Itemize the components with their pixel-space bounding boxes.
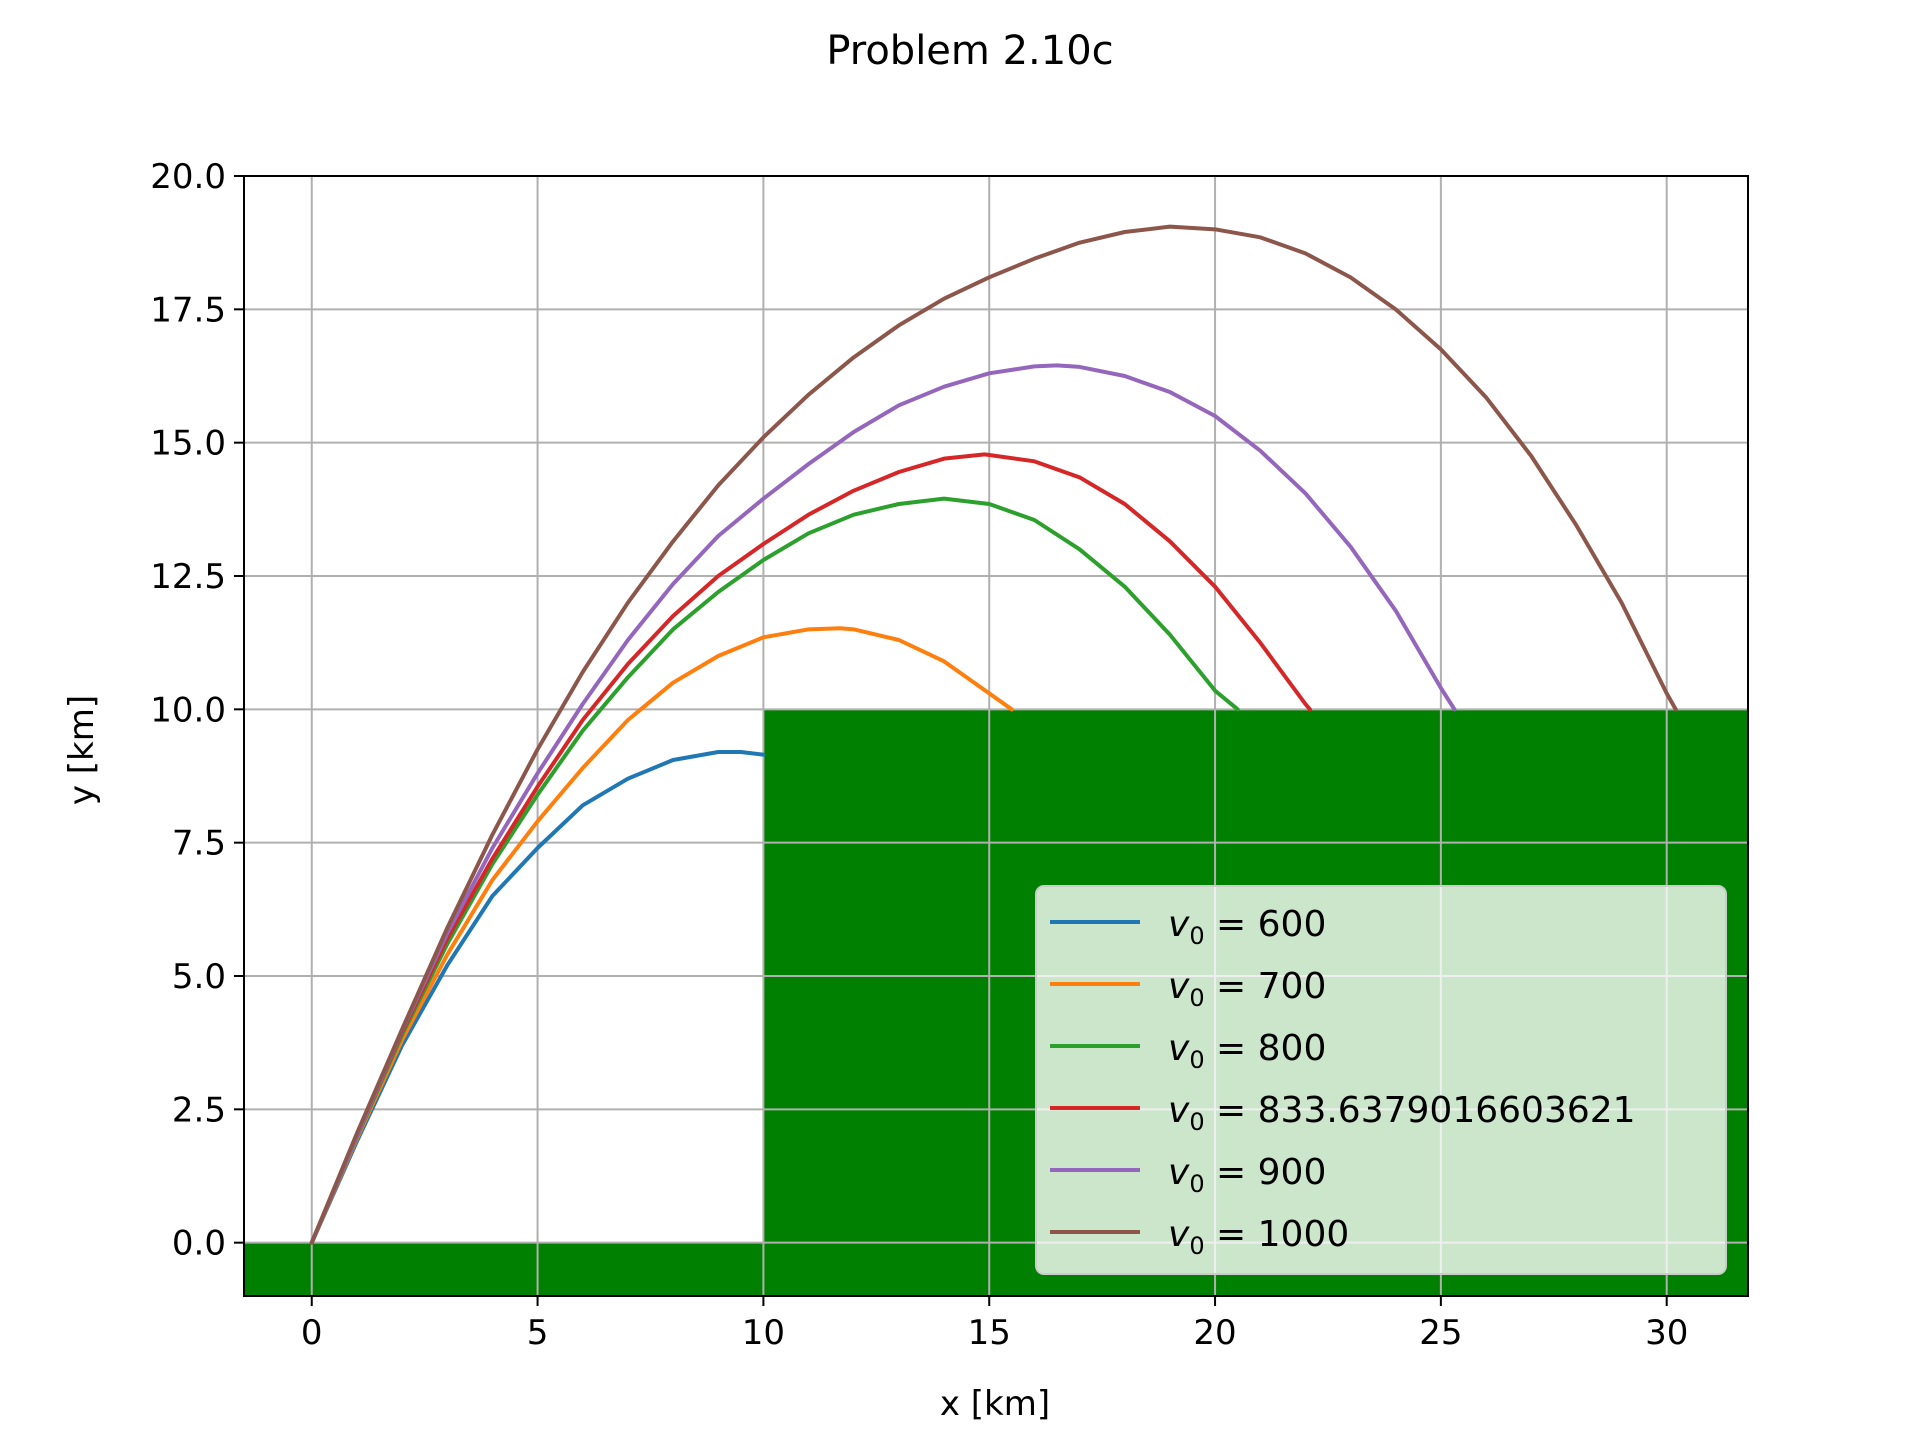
x-tick-label: 20 bbox=[1193, 1313, 1236, 1353]
y-tick-label: 20.0 bbox=[150, 157, 226, 197]
plot-area: 0 5 10 15 20 25 30 0.0 2.5 5.0 7.5 10.0 12.5 15.0 17.5… bbox=[150, 157, 1749, 1353]
x-tick-label: 0 bbox=[301, 1313, 323, 1353]
series-line-2 bbox=[309, 626, 1014, 1245]
legend-entry-1: v0 = 600 bbox=[1168, 904, 1326, 950]
y-tick-label: 5.0 bbox=[172, 957, 226, 997]
series-line-6 bbox=[309, 224, 1678, 1245]
y-tick-label: 12.5 bbox=[150, 557, 226, 597]
legend-entry-2: v0 = 700 bbox=[1168, 966, 1326, 1012]
legend-box bbox=[1035, 885, 1727, 1275]
x-tick-label: 25 bbox=[1419, 1313, 1462, 1353]
x-tick-label: 30 bbox=[1645, 1313, 1688, 1353]
x-tick-label: 5 bbox=[527, 1313, 549, 1353]
legend: v0 = 600 v0 = 700 v0 = 800 v0 = 833.6379016… bbox=[1035, 885, 1727, 1275]
chart-title: Problem 2.10c bbox=[826, 28, 1113, 74]
terrain-region-1 bbox=[244, 1242, 764, 1296]
legend-entry-3: v0 = 800 bbox=[1168, 1028, 1326, 1074]
x-axis-label: x [km] bbox=[940, 1384, 1050, 1424]
y-tick-label: 7.5 bbox=[172, 824, 226, 864]
legend-entry-6: v0 = 1000 bbox=[1168, 1214, 1349, 1260]
series-line-4 bbox=[309, 452, 1312, 1245]
legend-entry-4: v0 = 833.6379016603621 bbox=[1168, 1090, 1636, 1136]
y-tick-label: 0.0 bbox=[172, 1224, 226, 1264]
series-line-1 bbox=[309, 750, 766, 1245]
series-line-3 bbox=[309, 496, 1240, 1245]
series-lines bbox=[309, 224, 1678, 1245]
legend-entry-5: v0 = 900 bbox=[1168, 1152, 1326, 1198]
y-tick-label: 2.5 bbox=[172, 1090, 226, 1130]
x-tick-label: 10 bbox=[742, 1313, 785, 1353]
series-line-5 bbox=[309, 363, 1457, 1245]
x-tick-label: 15 bbox=[968, 1313, 1011, 1353]
y-tick-label: 17.5 bbox=[150, 290, 226, 330]
y-tick-label: 10.0 bbox=[150, 690, 226, 730]
axes-frame bbox=[243, 175, 1749, 1297]
y-tick-label: 15.0 bbox=[150, 424, 226, 464]
y-axis-label: y [km] bbox=[62, 695, 102, 805]
